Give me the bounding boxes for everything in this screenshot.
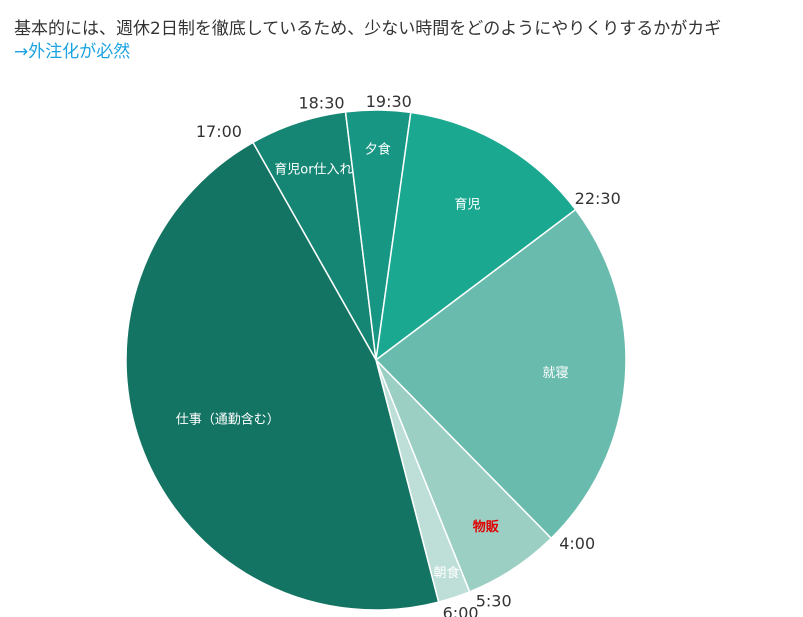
pie-boundary-time-labels: 17:00 18:30 19:30 22:30 4:00 5:306:00: [196, 92, 621, 617]
pie-slices: [125, 109, 627, 611]
time-label-0: 17:00: [196, 122, 242, 141]
headline-line2: →外注化が必然: [14, 42, 131, 62]
pie-slice-label-2: 育児: [454, 196, 480, 212]
pie-slice-label-0: 育児or仕入れ: [274, 162, 352, 178]
pie-slice-2: [375, 111, 577, 362]
time-label-2: 19:30: [366, 92, 412, 111]
pie-slice-label-5: 朝食: [433, 565, 459, 581]
pie-slice-label-3: 就寝: [542, 365, 568, 381]
pie-slice-label-4: 物販: [473, 519, 500, 535]
pie-slice-label-1: 夕食: [365, 142, 391, 158]
pie-slice-label-6: 仕事（通勤含む）: [176, 411, 280, 427]
headline-line1: 基本的には、週休2日制を徹底しているため、少ない時間をどのようにやりくりするかが…: [14, 19, 722, 39]
time-label-6: 6:00: [443, 604, 479, 617]
time-label-1: 18:30: [298, 93, 344, 112]
time-label-5: 5:30: [476, 591, 512, 610]
time-label-3: 22:30: [575, 189, 621, 208]
pie-slice-3: [374, 208, 627, 540]
pie-slice-6: [125, 141, 440, 611]
chart-headline: 基本的には、週休2日制を徹底しているため、少ない時間をどのようにやりくりするかが…: [14, 18, 799, 64]
time-label-4: 4:00: [559, 534, 595, 553]
